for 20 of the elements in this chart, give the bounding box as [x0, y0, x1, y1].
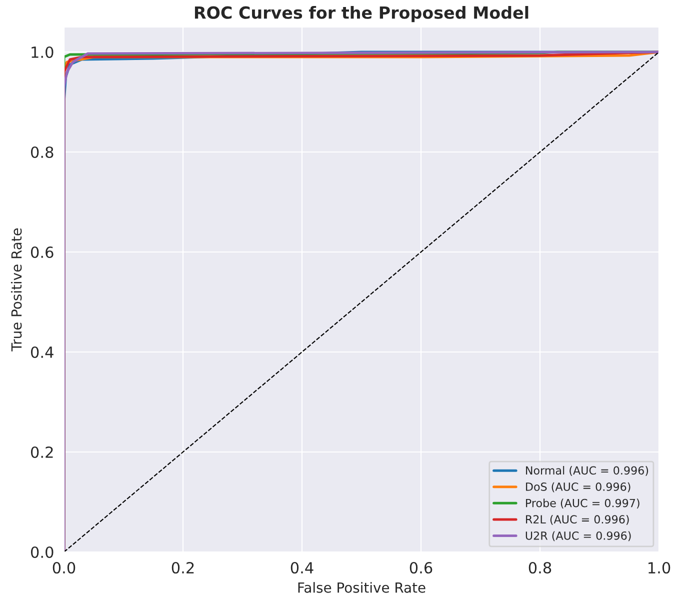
y-tick-label: 0.4: [30, 346, 54, 358]
y-axis-title: True Positive Rate: [10, 228, 22, 352]
legend-label: Normal (AUC = 0.996): [526, 466, 648, 476]
x-tick-label: 0.4: [290, 562, 314, 574]
y-tick-label: 0.2: [30, 446, 53, 458]
x-tick-label: 0.0: [52, 562, 76, 574]
y-tick-label: 0.8: [30, 146, 54, 158]
legend-label: R2L (AUC = 0.996): [526, 514, 629, 525]
legend-label: Probe (AUC = 0.997): [526, 498, 640, 509]
x-tick-label: 1.0: [648, 562, 670, 574]
legend-label: U2R (AUC = 0.996): [526, 531, 631, 542]
x-axis-title: False Positive Rate: [298, 582, 426, 593]
chart-title: ROC Curves for the Proposed Model: [194, 6, 528, 22]
y-tick-label: 0.0: [30, 546, 54, 558]
x-tick-label: 0.6: [410, 562, 432, 574]
y-tick-label: 0.6: [30, 246, 54, 258]
x-tick-label: 0.2: [172, 562, 194, 574]
legend-label: DoS (AUC = 0.996): [526, 482, 630, 492]
x-tick-label: 0.8: [528, 562, 552, 574]
y-tick-label: 1.0: [32, 46, 54, 58]
